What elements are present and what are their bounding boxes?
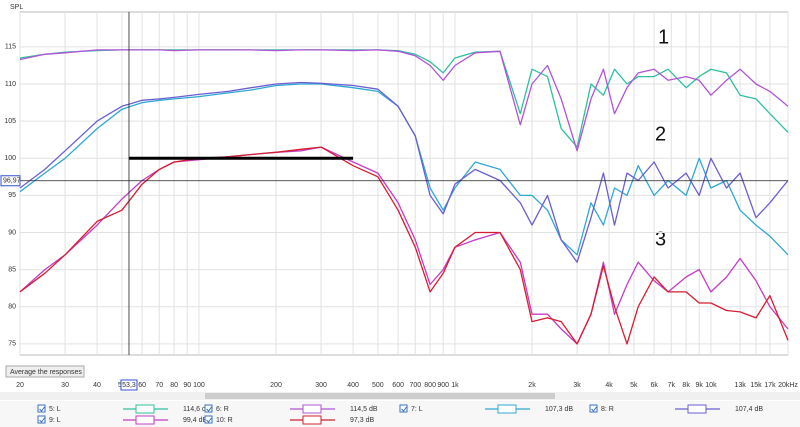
- annotation: 2: [655, 123, 666, 145]
- x-tick-label: 400: [347, 382, 359, 389]
- legend-readout: 114,5 dB: [350, 406, 378, 413]
- scrollbar-thumb[interactable]: [205, 393, 555, 399]
- x-tick-label: 15k: [750, 382, 762, 389]
- legend-label: 8: R: [601, 406, 614, 413]
- x-tick-label: 300: [315, 382, 327, 389]
- x-tick-label: 40: [93, 382, 101, 389]
- x-tick-label: 80: [170, 382, 178, 389]
- y-tick-label: 85: [8, 266, 16, 273]
- legend-label: 7: L: [411, 406, 423, 413]
- response-curve: [19, 49, 789, 148]
- response-curve: [19, 81, 789, 263]
- average-button-label: Average the responses: [10, 369, 82, 376]
- cursor-y-box: [0, 175, 21, 187]
- x-tick-label: 800: [424, 382, 436, 389]
- legend-swatch[interactable]: [497, 404, 517, 414]
- y-tick-label: 75: [8, 341, 16, 348]
- legend-checkbox[interactable]: [37, 415, 46, 424]
- legend-swatch[interactable]: [302, 404, 322, 414]
- legend-readout: 97,3 dB: [350, 417, 374, 424]
- x-tick-label: 30: [61, 382, 69, 389]
- legend-check: [39, 406, 45, 412]
- x-tick-label: 20kHz: [778, 382, 798, 389]
- x-tick-label: 200: [270, 382, 282, 389]
- legend-label: 10: R: [216, 417, 233, 424]
- x-tick-label: 500: [372, 382, 384, 389]
- legend-check: [206, 406, 212, 412]
- legend-readout: 107,4 dB: [735, 406, 763, 413]
- y-tick-label: 100: [4, 155, 16, 162]
- x-tick-label: 20: [16, 382, 24, 389]
- legend-swatch[interactable]: [135, 415, 155, 425]
- x-tick-label: 7k: [668, 382, 676, 389]
- x-tick-label: 700: [409, 382, 421, 389]
- y-tick-label: 105: [4, 118, 16, 125]
- response-curve: [19, 83, 789, 256]
- cursor-x-box: [120, 379, 138, 391]
- x-tick-label: 70: [155, 382, 163, 389]
- legend-checkbox[interactable]: [37, 404, 46, 413]
- x-tick-label: 6k: [650, 382, 658, 389]
- legend-readout: 99,4 dB: [183, 417, 207, 424]
- x-tick-label: 100: [193, 382, 205, 389]
- annotation: 3: [655, 228, 666, 250]
- legend-check: [401, 406, 407, 412]
- y-tick-label: 95: [8, 192, 16, 199]
- legend-readout: 107,3 dB: [545, 406, 573, 413]
- legend-check: [591, 406, 597, 412]
- legend-label: 6: R: [216, 406, 229, 413]
- legend-checkbox[interactable]: [399, 404, 408, 413]
- response-curve: [19, 49, 789, 152]
- x-tick-label: 600: [392, 382, 404, 389]
- x-tick-label: 2k: [528, 382, 536, 389]
- legend-checkbox[interactable]: [204, 415, 213, 424]
- legend-swatch[interactable]: [302, 415, 322, 425]
- legend-check: [206, 417, 212, 423]
- x-tick-label: 3k: [573, 382, 581, 389]
- plot-area: [19, 11, 789, 356]
- x-tick-label: 9k: [696, 382, 704, 389]
- legend-checkbox[interactable]: [589, 404, 598, 413]
- average-button[interactable]: [5, 365, 85, 378]
- x-tick-label: 4k: [605, 382, 613, 389]
- y-tick-label: 80: [8, 304, 16, 311]
- x-tick-label: 900: [437, 382, 449, 389]
- legend-label: 5: L: [49, 406, 61, 413]
- annotation: 1: [658, 26, 669, 48]
- cursor-y-label: 96,97: [3, 178, 21, 185]
- legend-readout: 114,6 dB: [183, 406, 211, 413]
- y-axis-label: SPL: [10, 4, 23, 11]
- x-tick-label: 1k: [451, 382, 459, 389]
- y-tick-label: 115: [5, 44, 16, 51]
- response-curve: [19, 146, 789, 345]
- legend-swatch[interactable]: [135, 404, 155, 414]
- y-tick-label: 90: [8, 229, 16, 236]
- legend-swatch[interactable]: [687, 404, 707, 414]
- x-tick-label: 5k: [630, 382, 638, 389]
- legend-checkbox[interactable]: [204, 404, 213, 413]
- x-tick-label: 90: [183, 382, 191, 389]
- x-tick-label: 17k: [764, 382, 776, 389]
- x-tick-label: 13k: [734, 382, 746, 389]
- x-tick-label: 10k: [705, 382, 717, 389]
- legend-check: [39, 417, 45, 423]
- y-tick-label: 110: [5, 81, 16, 88]
- x-tick-label: 8k: [682, 382, 690, 389]
- legend-label: 9: L: [49, 417, 61, 424]
- x-tick-label: 60: [138, 382, 146, 389]
- cursor-x-label: 53,3: [122, 382, 136, 389]
